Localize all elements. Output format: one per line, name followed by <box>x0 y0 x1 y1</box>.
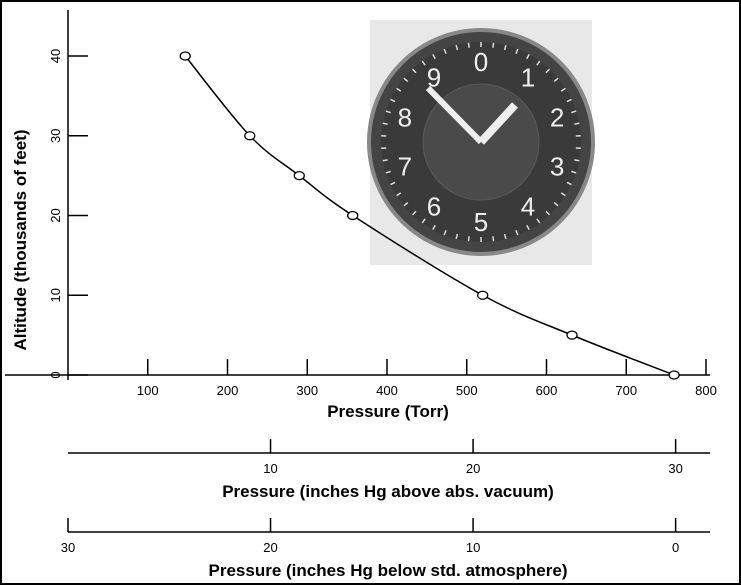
dial-tick <box>403 77 409 83</box>
dial-number: 9 <box>427 62 441 92</box>
inset-dial: 0 12 34 5 67 89 <box>367 20 595 265</box>
secondary-tick-label: 30 <box>61 540 75 555</box>
data-point <box>477 290 489 300</box>
dial-number: 2 <box>550 102 564 132</box>
dial-tick <box>526 224 530 230</box>
dial-tick <box>545 68 551 74</box>
dial-tick <box>553 201 559 207</box>
y-tick-label: 0 <box>48 371 63 378</box>
dial-tick <box>382 159 388 162</box>
dial-tick <box>421 218 426 224</box>
x3-axis-label: Pressure (inches Hg below std. atmospher… <box>209 561 568 580</box>
data-point <box>566 330 578 340</box>
secondary-tick-label: 10 <box>263 461 277 476</box>
x-tick-label: 400 <box>376 383 398 398</box>
dial-tick <box>574 122 580 125</box>
data-point <box>668 370 680 380</box>
dial-tick <box>467 236 470 242</box>
x-tick-label: 300 <box>296 383 318 398</box>
dial-tick <box>492 236 495 242</box>
y-tick-label: 40 <box>48 49 63 63</box>
dial-tick <box>492 42 495 48</box>
data-point <box>179 51 191 61</box>
dial-tick <box>560 192 566 197</box>
data-point <box>347 210 359 221</box>
dial-tick <box>443 48 447 54</box>
dial-number: 3 <box>550 152 564 182</box>
data-point <box>244 131 256 141</box>
dial-number: 4 <box>521 192 535 222</box>
dial-tick <box>455 44 459 51</box>
dial-tick <box>536 218 541 224</box>
secondary-tick-label: 20 <box>466 461 480 476</box>
dial-tick <box>390 98 396 103</box>
dial-tick <box>536 60 541 66</box>
dial-number: 5 <box>474 207 488 237</box>
dial-tick <box>571 110 577 114</box>
dial-tick <box>503 233 507 240</box>
dial-number: 6 <box>427 192 441 222</box>
dial-tick <box>467 42 470 48</box>
dial-tick <box>411 210 417 216</box>
dial-tick <box>566 181 572 186</box>
dial-tick <box>553 77 559 83</box>
x-tick-label: 100 <box>137 383 159 398</box>
y-tick-label: 30 <box>48 129 63 143</box>
dial-tick <box>382 122 388 125</box>
dial-tick <box>396 192 402 197</box>
dial-tick <box>385 170 391 174</box>
data-point <box>293 170 305 181</box>
dial-number: 7 <box>398 152 412 182</box>
dial-tick <box>432 54 436 60</box>
x-tick-label: 800 <box>695 383 717 398</box>
x-tick-label: 500 <box>456 383 478 398</box>
x-tick-label: 200 <box>217 383 239 398</box>
secondary-tick-label: 10 <box>466 540 480 555</box>
dial-tick <box>503 44 507 51</box>
dial-tick <box>545 210 551 216</box>
dial-tick <box>571 170 577 174</box>
dial-hand <box>425 85 484 145</box>
dial-tick <box>443 230 447 236</box>
x-tick-label: 600 <box>536 383 558 398</box>
dial-tick <box>566 98 572 103</box>
dial-tick <box>390 181 396 186</box>
dial-hand <box>478 102 518 145</box>
dial-tick <box>385 110 391 114</box>
dial-tick <box>515 230 519 236</box>
secondary-tick-label: 30 <box>668 461 682 476</box>
x-tick-label: 700 <box>615 383 637 398</box>
secondary-tick-label: 0 <box>672 540 679 555</box>
dial-number: 0 <box>474 47 488 77</box>
dial-tick <box>515 48 519 54</box>
secondary-tick-label: 20 <box>263 540 277 555</box>
x-axis-label: Pressure (Torr) <box>327 402 449 421</box>
dial-tick <box>421 60 426 66</box>
dial-number: 1 <box>521 62 535 92</box>
y-tick-label: 20 <box>48 208 63 222</box>
dial-tick <box>396 87 402 92</box>
y-axis-label: Altitude (thousands of feet) <box>11 130 30 351</box>
dial-number: 8 <box>398 102 412 132</box>
dial-tick <box>526 54 530 60</box>
y-tick-label: 10 <box>48 288 63 302</box>
dial-tick <box>432 224 436 230</box>
dial-tick <box>574 159 580 162</box>
dial-tick <box>403 201 409 207</box>
dial-tick <box>455 233 459 240</box>
dial-tick <box>560 87 566 92</box>
x2-axis-label: Pressure (inches Hg above abs. vacuum) <box>222 482 554 501</box>
dial-tick <box>411 68 417 74</box>
